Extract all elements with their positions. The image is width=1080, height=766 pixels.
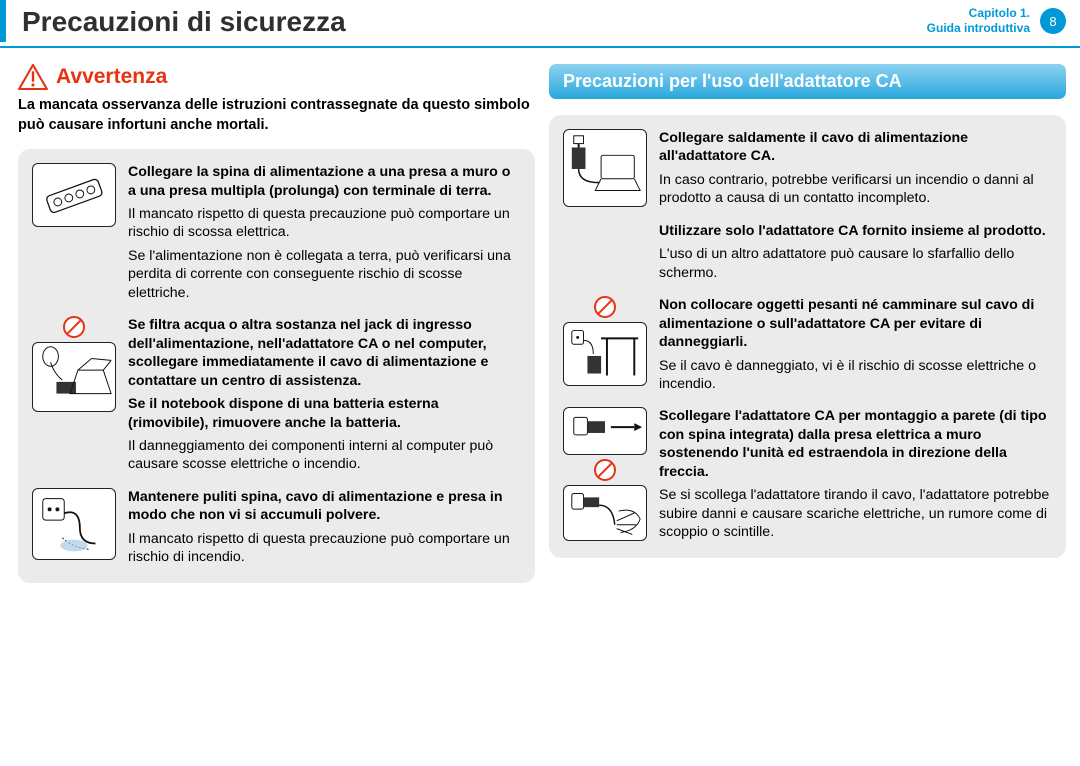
right-item-2-text: Utilizzare solo l'adattatore CA fornito … — [659, 222, 1052, 282]
left-item-2-body1: Il danneggiamento dei componenti interni… — [128, 437, 521, 474]
left-item-3-body1: Il mancato rispetto di questa precauzion… — [128, 530, 521, 567]
header-accent-bar — [0, 0, 6, 42]
right-item-2-bold: Utilizzare solo l'adattatore CA fornito … — [659, 223, 1046, 239]
page-number-badge: 8 — [1040, 8, 1066, 34]
left-item-1-bold: Collegare la spina di alimentazione a un… — [128, 164, 510, 198]
right-item-4-text: Scollegare l'adattatore CA per montaggio… — [659, 407, 1052, 541]
left-item-1-body2: Se l'alimentazione non è collegata a ter… — [128, 247, 521, 302]
page-header: Precauzioni di sicurezza Capitolo 1. Gui… — [0, 0, 1080, 48]
chapter-line1: Capitolo 1. — [927, 6, 1030, 21]
left-item-2-bold2: Se il notebook dispone di una batteria e… — [128, 395, 521, 432]
left-item-1: Collegare la spina di alimentazione a un… — [32, 163, 521, 302]
chapter-line2: Guida introduttiva — [927, 21, 1030, 36]
right-section-title: Precauzioni per l'uso dell'adattatore CA — [549, 64, 1066, 99]
left-item-1-body1: Il mancato rispetto di questa precauzion… — [128, 205, 521, 242]
right-item-4: Scollegare l'adattatore CA per montaggio… — [563, 407, 1052, 541]
right-item-2: Utilizzare solo l'adattatore CA fornito … — [563, 222, 1052, 282]
warning-heading: Avvertenza — [18, 64, 535, 90]
right-item-3-text: Non collocare oggetti pesanti né cammina… — [659, 296, 1052, 393]
right-item-3-bold: Non collocare oggetti pesanti né cammina… — [659, 297, 1034, 350]
warning-label: Avvertenza — [56, 65, 167, 89]
dusty-plug-icon — [32, 488, 116, 567]
prohibit-icon — [594, 459, 616, 481]
page-title: Precauzioni di sicurezza — [22, 6, 346, 38]
adapter-laptop-icon — [563, 129, 647, 208]
content-columns: Avvertenza La mancata osservanza delle i… — [0, 48, 1080, 583]
right-item-3-body1: Se il cavo è danneggiato, vi è il rischi… — [659, 357, 1052, 394]
chapter-info: Capitolo 1. Guida introduttiva 8 — [927, 6, 1066, 36]
chapter-text: Capitolo 1. Guida introduttiva — [927, 6, 1030, 36]
left-item-2-text: Se filtra acqua o altra sostanza nel jac… — [128, 316, 521, 474]
right-item-1: Collegare saldamente il cavo di alimenta… — [563, 129, 1052, 208]
left-grey-box: Collegare la spina di alimentazione a un… — [18, 149, 535, 583]
right-column: Precauzioni per l'uso dell'adattatore CA — [549, 64, 1066, 583]
left-column: Avvertenza La mancata osservanza delle i… — [18, 64, 535, 583]
right-item-1-text: Collegare saldamente il cavo di alimenta… — [659, 129, 1052, 208]
left-item-3-bold: Mantenere puliti spina, cavo di alimenta… — [128, 489, 503, 523]
right-grey-box: Collegare saldamente il cavo di alimenta… — [549, 115, 1066, 558]
left-item-3-text: Mantenere puliti spina, cavo di alimenta… — [128, 488, 521, 567]
prohibit-icon — [63, 316, 85, 338]
left-item-1-text: Collegare la spina di alimentazione a un… — [128, 163, 521, 302]
right-item-4-bold: Scollegare l'adattatore CA per montaggio… — [659, 408, 1047, 479]
power-strip-icon — [32, 163, 116, 302]
warning-body: La mancata osservanza delle istruzioni c… — [18, 96, 535, 135]
right-item-2-noicon — [563, 222, 647, 282]
left-item-2-bold: Se filtra acqua o altra sostanza nel jac… — [128, 317, 488, 388]
left-item-3: Mantenere puliti spina, cavo di alimenta… — [32, 488, 521, 567]
wall-adapter-pull-icon — [563, 407, 647, 541]
right-item-4-body1: Se si scollega l'adattatore tirando il c… — [659, 486, 1052, 541]
left-item-2: Se filtra acqua o altra sostanza nel jac… — [32, 316, 521, 474]
water-laptop-icon — [32, 316, 116, 474]
right-item-2-body1: L'uso di un altro adattatore può causare… — [659, 245, 1052, 282]
prohibit-icon — [594, 296, 616, 318]
right-item-3: Non collocare oggetti pesanti né cammina… — [563, 296, 1052, 393]
right-item-1-bold: Collegare saldamente il cavo di alimenta… — [659, 130, 968, 164]
warning-triangle-icon — [18, 64, 48, 90]
table-adapter-icon — [563, 296, 647, 393]
right-item-1-body1: In caso contrario, potrebbe verificarsi … — [659, 171, 1052, 208]
